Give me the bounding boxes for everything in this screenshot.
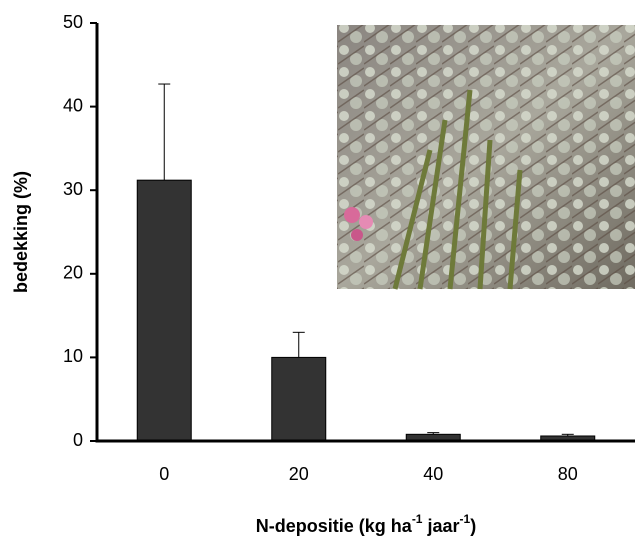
x-tick-label: 0 (159, 464, 169, 484)
inset-photo (337, 25, 635, 290)
y-tick-label: 20 (63, 263, 83, 283)
x-axis-label-part: N-depositie (kg ha (256, 516, 413, 536)
x-tick-label: 20 (289, 464, 309, 484)
y-tick-label: 10 (63, 346, 83, 366)
x-axis-label-part: jaar (422, 516, 459, 536)
y-tick-label: 0 (73, 430, 83, 450)
y-tick-label: 40 (63, 95, 83, 115)
y-tick-label: 50 (63, 12, 83, 32)
x-axis-label-superscript: -1 (412, 512, 423, 526)
x-tick-label: 80 (558, 464, 578, 484)
x-tick-label: 40 (423, 464, 443, 484)
bar (136, 179, 192, 442)
x-axis-label: N-depositie (kg ha-1 jaar-1) (256, 512, 476, 536)
x-axis-label-part: ) (470, 516, 476, 536)
x-axis-label-superscript: -1 (460, 512, 471, 526)
bar (271, 356, 327, 442)
y-axis-label: bedekking (%) (11, 171, 31, 293)
y-tick-label: 30 (63, 179, 83, 199)
